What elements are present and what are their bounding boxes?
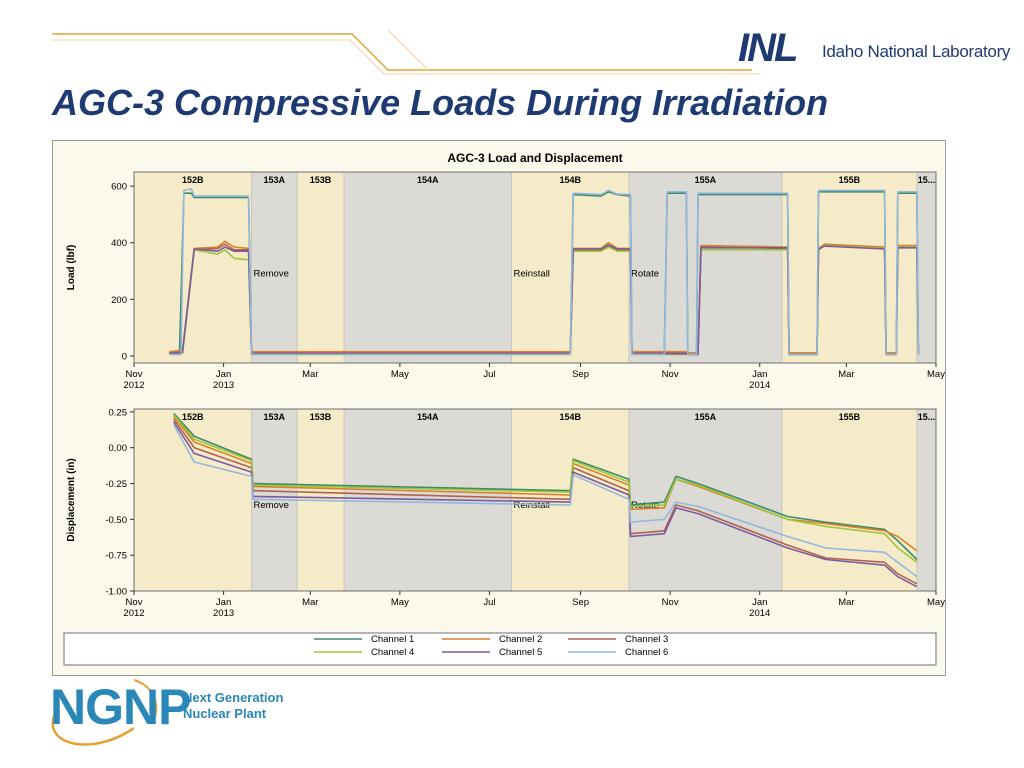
- period-band-1-6: [781, 409, 917, 591]
- ngnp-logo-line1: Next Generation: [183, 690, 284, 705]
- displacement-xtick-label-6-0: Nov: [662, 597, 679, 608]
- period-band-0-5: [629, 172, 782, 363]
- displacement-ytick-label-0: 0.25: [109, 407, 128, 418]
- displacement-xtick-label-0-1: 2012: [123, 608, 144, 619]
- period-label-1-1: 153A: [264, 412, 286, 422]
- ngnp-logo-swoosh: [51, 679, 158, 746]
- displacement-series-channel-6: [172, 424, 918, 578]
- period-label-1-4: 154B: [559, 412, 581, 422]
- load-xtick-label-2-0: Mar: [302, 369, 318, 380]
- load-xtick-label-7-1: 2014: [749, 380, 770, 391]
- chart-title: AGC-3 Load and Displacement: [447, 151, 622, 165]
- load-plot-border: [133, 171, 937, 364]
- load-xtick-label-8-0: Mar: [838, 369, 854, 380]
- displacement-xtick-label-3-0: May: [391, 597, 409, 608]
- legend-box: [63, 632, 937, 666]
- slide-title: AGC-3 Compressive Loads During Irradiati…: [52, 82, 829, 123]
- period-label-0-5: 155A: [695, 175, 717, 185]
- load-ytick-label-3: 600: [111, 182, 127, 193]
- load-ytick-label-1: 200: [111, 295, 127, 306]
- displacement-xtick-label-5-0: Sep: [572, 597, 589, 608]
- load-xtick-label-1-1: 2013: [213, 380, 234, 391]
- load-ytick-label-0: 0: [122, 351, 127, 362]
- period-band-0-3: [344, 172, 512, 363]
- annotation-1-0: Remove: [254, 500, 289, 511]
- period-label-0-0: 152B: [182, 175, 204, 185]
- legend-label-channel-3: Channel 3: [625, 634, 668, 645]
- annotation-1-1: Reinstall: [513, 500, 549, 511]
- period-label-0-1: 153A: [264, 175, 286, 185]
- period-label-1-2: 153B: [310, 412, 332, 422]
- period-label-0-4: 154B: [559, 175, 581, 185]
- period-label-1-0: 152B: [182, 412, 204, 422]
- period-label-0-7: 15...: [918, 175, 936, 185]
- legend-label-channel-1: Channel 1: [371, 634, 414, 645]
- period-band-0-2: [297, 172, 345, 363]
- legend-label-channel-4: Channel 4: [371, 647, 414, 658]
- period-label-1-3: 154A: [417, 412, 439, 422]
- legend-label-channel-6: Channel 6: [625, 647, 668, 658]
- ngnp-logo-line2: Nuclear Plant: [183, 706, 267, 721]
- period-label-1-6: 155B: [839, 412, 861, 422]
- period-band-0-6: [781, 172, 917, 363]
- load-xtick-label-6-0: Nov: [662, 369, 679, 380]
- annotation-0-1: Reinstall: [513, 269, 549, 280]
- header-accent-lines: [52, 29, 760, 75]
- ngnp-logo-mark: NGNP: [50, 679, 191, 735]
- period-label-1-7: 15...: [918, 412, 936, 422]
- annotation-0-2: Rotate: [631, 269, 659, 280]
- load-ylabel: Load (lbf): [66, 245, 77, 291]
- load-xtick-label-9-0: May: [927, 369, 945, 380]
- load-xtick-label-0-0: Nov: [126, 369, 143, 380]
- load-ytick-label-2: 400: [111, 238, 127, 249]
- load-xtick-label-3-0: May: [391, 369, 409, 380]
- load-series-channel-6: [169, 188, 920, 356]
- legend-label-channel-5: Channel 5: [499, 647, 542, 658]
- displacement-xtick-label-1-1: 2013: [213, 608, 234, 619]
- displacement-ylabel: Displacement (in): [66, 458, 77, 541]
- displacement-xtick-label-0-0: Nov: [126, 597, 143, 608]
- displacement-ytick-label-2: -0.25: [105, 479, 127, 490]
- load-xtick-label-7-0: Jan: [752, 369, 767, 380]
- period-band-1-7: [916, 409, 936, 591]
- inl-logo-mark: INL: [738, 26, 798, 70]
- displacement-ytick-label-3: -0.50: [105, 515, 127, 526]
- period-label-0-3: 154A: [417, 175, 439, 185]
- displacement-xtick-label-2-0: Mar: [302, 597, 318, 608]
- inl-logo-text: Idaho National Laboratory: [822, 42, 1011, 61]
- displacement-ytick-label-1: 0.00: [109, 443, 128, 454]
- displacement-plot-border: [133, 408, 937, 592]
- legend-label-channel-2: Channel 2: [499, 634, 542, 645]
- period-label-1-5: 155A: [695, 412, 717, 422]
- displacement-xtick-label-1-0: Jan: [216, 597, 231, 608]
- load-xtick-label-4-0: Jul: [483, 369, 495, 380]
- displacement-xtick-label-4-0: Jul: [483, 597, 495, 608]
- period-label-0-2: 153B: [310, 175, 332, 185]
- load-xtick-label-0-1: 2012: [123, 380, 144, 391]
- period-band-0-1: [251, 172, 298, 363]
- displacement-ytick-label-4: -0.75: [105, 551, 127, 562]
- period-band-0-7: [916, 172, 936, 363]
- displacement-xtick-label-7-0: Jan: [752, 597, 767, 608]
- load-xtick-label-1-0: Jan: [216, 369, 231, 380]
- load-displacement-chart: AGC-3 Load and Displacement 152B 153A 153B 1…: [63, 151, 945, 666]
- period-label-0-6: 155B: [839, 175, 861, 185]
- period-band-1-5: [629, 409, 782, 591]
- annotation-0-0: Remove: [254, 269, 289, 280]
- displacement-xtick-label-7-1: 2014: [749, 608, 770, 619]
- displacement-ytick-label-5: -1.00: [105, 587, 127, 598]
- load-xtick-label-5-0: Sep: [572, 369, 589, 380]
- displacement-xtick-label-9-0: May: [927, 597, 945, 608]
- displacement-xtick-label-8-0: Mar: [838, 597, 854, 608]
